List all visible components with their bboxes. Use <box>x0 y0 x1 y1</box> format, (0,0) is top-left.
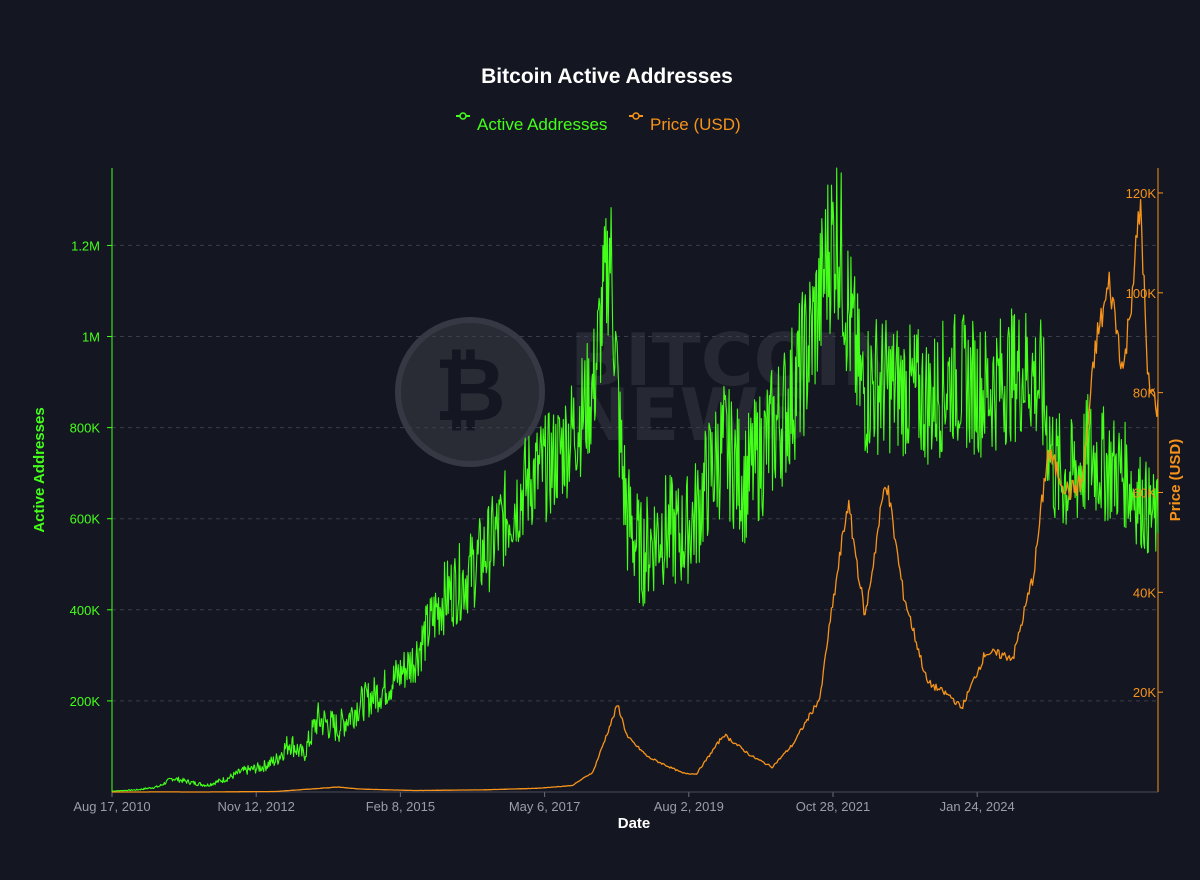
x-tick-label: May 6, 2017 <box>509 799 581 814</box>
y-axis-left-title: Active Addresses <box>31 407 48 532</box>
series-active-addresses-line[interactable] <box>111 167 1159 792</box>
tick-labels: 200K 400K 600K 800K 1M 1.2M 20K 40K 60K 80K 100K 12… <box>70 186 1157 814</box>
grid-lines <box>112 244 1158 702</box>
y-left-tick-label: 400K <box>70 603 101 618</box>
y-left-tick-label: 1M <box>82 330 100 345</box>
y-right-tick-label: 20K <box>1133 685 1156 700</box>
legend-item-price[interactable]: Price (USD) <box>629 112 741 134</box>
series-price-line[interactable] <box>112 199 1159 793</box>
bitcoin-glyph-icon: ₿ <box>434 338 506 441</box>
x-tick-label: Jan 24, 2024 <box>940 799 1015 814</box>
legend: Active Addresses Price (USD) <box>456 112 741 134</box>
y-right-tick-label: 120K <box>1126 186 1157 201</box>
y-right-tick-label: 40K <box>1133 585 1156 600</box>
y-left-tick-label: 600K <box>70 512 101 527</box>
chart-title: Bitcoin Active Addresses <box>481 65 733 88</box>
y-right-tick-label: 60K <box>1133 485 1156 500</box>
legend-marker-active <box>459 112 467 120</box>
legend-marker-price <box>632 112 640 120</box>
legend-item-active-addresses[interactable]: Active Addresses <box>456 112 607 134</box>
y-left-tick-label: 800K <box>70 421 101 436</box>
x-tick-label: Aug 2, 2019 <box>654 799 724 814</box>
y-axis-right-title: Price (USD) <box>1167 439 1184 522</box>
axes <box>107 168 1163 797</box>
x-tick-label: Nov 12, 2012 <box>218 799 295 814</box>
y-right-tick-label: 100K <box>1126 286 1157 301</box>
legend-label-active: Active Addresses <box>477 115 607 134</box>
y-left-tick-label: 1.2M <box>71 238 100 253</box>
y-left-tick-label: 200K <box>70 694 101 709</box>
y-right-tick-label: 80K <box>1133 386 1156 401</box>
x-tick-label: Feb 8, 2015 <box>366 799 435 814</box>
x-tick-label: Aug 17, 2010 <box>73 799 150 814</box>
x-tick-label: Oct 28, 2021 <box>796 799 870 814</box>
x-axis-title: Date <box>618 815 651 832</box>
series-layer <box>111 167 1159 793</box>
legend-label-price: Price (USD) <box>650 115 741 134</box>
